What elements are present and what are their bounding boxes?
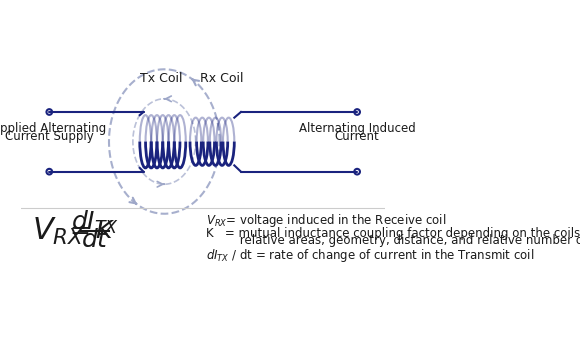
Text: Current: Current [335, 131, 379, 143]
Text: Tx Coil: Tx Coil [140, 72, 183, 86]
Text: K   = mutual inductance coupling factor depending on the coils': K = mutual inductance coupling factor de… [206, 227, 580, 240]
Text: Rx Coil: Rx Coil [200, 72, 244, 86]
Text: $V_{RX}$: $V_{RX}$ [32, 216, 85, 247]
Text: Applied Alternating: Applied Alternating [0, 122, 106, 135]
Text: $dt$: $dt$ [81, 228, 110, 252]
Text: $= K$: $= K$ [65, 220, 116, 243]
Text: $dI_{TX}$: $dI_{TX}$ [71, 209, 119, 236]
Text: $V_{RX}$= voltage induced in the Receive coil: $V_{RX}$= voltage induced in the Receive… [206, 212, 447, 229]
Text: $dI_{TX}$ / dt = rate of change of current in the Transmit coil: $dI_{TX}$ / dt = rate of change of curre… [206, 247, 535, 264]
Text: relative areas, geometry, distance, and relative number of turns: relative areas, geometry, distance, and … [206, 234, 580, 247]
Text: Alternating Induced: Alternating Induced [299, 122, 415, 135]
Text: Current Supply: Current Supply [5, 131, 94, 143]
